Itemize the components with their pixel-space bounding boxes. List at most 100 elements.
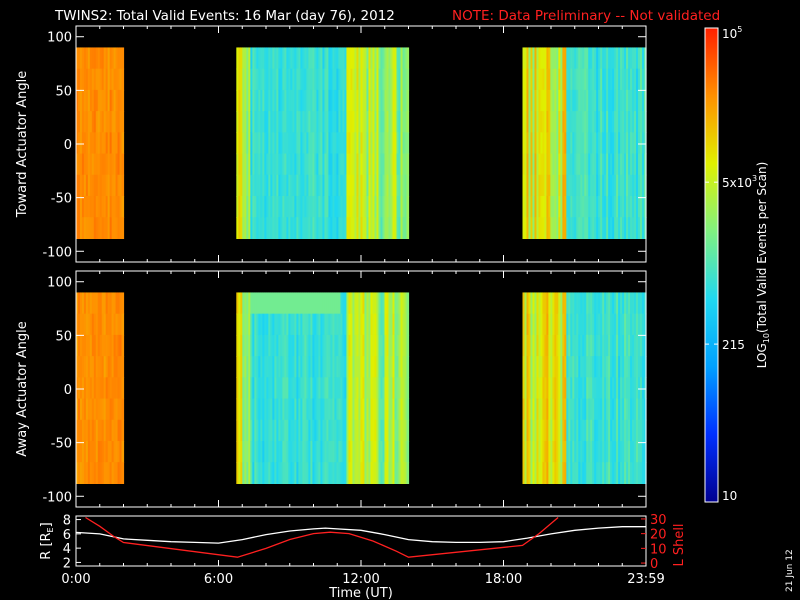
heatmap-cell — [268, 89, 271, 112]
heatmap-cell — [406, 356, 410, 378]
heatmap-cell — [362, 419, 366, 442]
heatmap-cell — [328, 292, 332, 315]
heatmap-cell — [354, 440, 358, 463]
heatmap-cell — [546, 440, 549, 463]
heatmap-cell — [618, 334, 621, 357]
heatmap-cell — [103, 292, 107, 315]
heatmap-cell — [528, 419, 532, 442]
heatmap-cell — [586, 462, 589, 484]
heatmap-cell — [384, 377, 388, 400]
heatmap-cell — [602, 195, 605, 218]
heatmap-cell — [362, 313, 366, 336]
heatmap-cell — [236, 111, 239, 133]
heatmap-cell — [558, 89, 561, 112]
heatmap-cell — [99, 313, 103, 336]
heatmap-cell — [316, 377, 319, 400]
heatmap-cell — [620, 153, 623, 176]
heatmap-cell — [564, 111, 567, 133]
heatmap-cell — [348, 174, 352, 197]
heatmap-cell — [544, 111, 547, 133]
heatmap-cell — [360, 292, 364, 315]
heatmap-cell — [81, 195, 85, 218]
heatmap-cell — [109, 132, 113, 155]
heatmap-cell — [552, 195, 555, 218]
heatmap-cell — [236, 153, 239, 176]
heatmap-cell — [546, 111, 549, 133]
heatmap-cell — [308, 89, 311, 112]
heatmap-cell — [77, 334, 81, 357]
heatmap-cell — [396, 313, 400, 336]
heatmap-cell — [550, 313, 553, 336]
heatmap-cell — [556, 89, 559, 112]
heatmap-cell — [268, 313, 271, 336]
heatmap-cell — [354, 111, 358, 133]
heatmap-cell — [404, 174, 408, 197]
heatmap-cell — [398, 111, 402, 133]
heatmap-cell — [326, 334, 330, 357]
heatmap-cell — [121, 217, 125, 239]
heatmap-cell — [296, 334, 299, 357]
heatmap-cell — [368, 89, 372, 112]
heatmap-cell — [338, 462, 342, 484]
heatmap-cell — [400, 292, 404, 315]
heatmap-cell — [268, 68, 271, 91]
heatmap-cell — [296, 132, 299, 155]
heatmap-cell — [292, 462, 295, 484]
heatmap-cell — [316, 398, 319, 421]
heatmap-cell — [107, 419, 111, 442]
heatmap-cell — [406, 89, 410, 112]
heatmap-cell — [89, 462, 93, 484]
heatmap-cell — [330, 89, 334, 112]
heatmap-cell — [290, 292, 293, 315]
heatmap-cell — [256, 419, 259, 442]
heatmap-cell — [548, 217, 551, 239]
heatmap-cell — [582, 440, 585, 463]
heatmap-cell — [362, 377, 366, 400]
heatmap-cell — [626, 174, 629, 197]
heatmap-cell — [266, 419, 269, 442]
heatmap-cell — [328, 174, 332, 197]
heatmap-cell — [528, 68, 532, 91]
heatmap-cell — [77, 47, 81, 70]
heatmap-cell — [296, 419, 299, 442]
heatmap-cell — [558, 47, 561, 70]
heatmap-cell — [366, 440, 370, 463]
heatmap-cell — [576, 217, 579, 239]
heatmap-cell — [572, 377, 575, 400]
heatmap-cell — [364, 398, 368, 421]
heatmap-cell — [340, 47, 344, 70]
heatmap-cell — [380, 440, 384, 463]
heatmap-cell — [246, 47, 249, 70]
heatmap-cell — [113, 132, 117, 155]
heatmap-cell — [111, 334, 115, 357]
heatmap-cell — [286, 313, 289, 336]
heatmap-cell — [85, 153, 89, 176]
heatmap-cell — [566, 440, 569, 463]
heatmap-cell — [81, 292, 85, 315]
heatmap-cell — [322, 398, 326, 421]
heatmap-cell — [624, 47, 627, 70]
heatmap-cell — [640, 132, 643, 155]
heatmap-cell — [404, 195, 408, 218]
heatmap-cell — [388, 398, 392, 421]
heatmap-cell — [346, 356, 350, 378]
heatmap-cell — [320, 47, 323, 70]
heatmap-cell — [620, 174, 623, 197]
heatmap-cell — [290, 111, 293, 133]
heatmap-cell — [85, 132, 89, 155]
heatmap-cell — [332, 68, 336, 91]
heatmap-cell — [358, 419, 362, 442]
heatmap-cell — [612, 174, 615, 197]
heatmap-cell — [258, 334, 261, 357]
heatmap-cell — [276, 292, 279, 315]
heatmap-cell — [378, 398, 382, 421]
heatmap-cell — [264, 217, 267, 239]
heatmap-cell — [534, 89, 538, 112]
heatmap-cell — [81, 174, 85, 197]
heatmap-cell — [290, 398, 293, 421]
heatmap-cell — [254, 153, 257, 176]
heatmap-cell — [304, 440, 307, 463]
heatmap-cell — [286, 47, 289, 70]
heatmap-cell — [390, 217, 394, 239]
